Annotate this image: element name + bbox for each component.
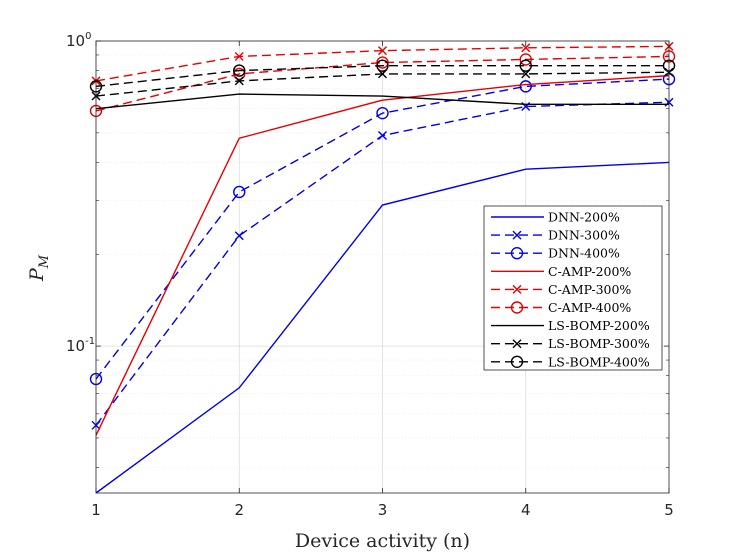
legend-item-C-AMP-400%: C-AMP-400%	[491, 300, 631, 315]
series-line-DNN-200%	[95, 161, 670, 494]
series-line-C-AMP-200%	[95, 74, 670, 436]
series-point-C-AMP-400%-3	[376, 56, 389, 69]
legend-label-LS-BOMP-400%: LS-BOMP-400%	[548, 354, 650, 369]
legend-label-C-AMP-400%: C-AMP-400%	[548, 300, 631, 315]
series-line-DNN-400%	[95, 78, 670, 380]
series-LS-BOMP-400%	[89, 59, 676, 93]
y-axis-title-base: P	[26, 267, 48, 282]
series-point-C-AMP-300%-4-stroke-b	[521, 43, 531, 53]
series-line-LS-BOMP-400%	[95, 64, 669, 88]
series-point-C-AMP-300%-3	[378, 46, 387, 56]
series-point-C-AMP-300%-4	[521, 43, 531, 53]
legend-marker-DNN-400%	[510, 246, 524, 260]
y-tick-label-0: 10-1	[66, 336, 95, 355]
legend-label-LS-BOMP-200%: LS-BOMP-200%	[548, 318, 650, 333]
series-line-C-AMP-400%	[95, 55, 670, 112]
series-point-LS-BOMP-400%-3	[376, 59, 389, 72]
series-point-DNN-300%-3-stroke-b	[378, 131, 387, 141]
legend-item-LS-BOMP-400%: LS-BOMP-400%	[491, 354, 650, 369]
x-axis-title: Device activity (n)	[295, 530, 470, 552]
series-point-C-AMP-300%-2	[234, 51, 244, 61]
series-point-DNN-400%-2	[233, 185, 246, 199]
legend-marker-C-AMP-300%-stroke-b	[512, 284, 522, 294]
y-tick-label-base: 10	[66, 337, 85, 355]
series-point-C-AMP-300%-2-stroke-b	[234, 51, 244, 61]
x-tick-label-4: 5	[664, 501, 674, 519]
axis-ticks	[95, 40, 670, 493]
legend-marker-DNN-300%	[512, 230, 522, 240]
legend-item-DNN-200%: DNN-200%	[491, 210, 620, 225]
series-point-DNN-300%-2-stroke-b	[234, 231, 244, 241]
legend-marker-LS-BOMP-300%	[512, 339, 522, 349]
series-point-DNN-400%-4	[519, 80, 532, 93]
series-point-DNN-300%-2	[234, 231, 244, 241]
y-tick-label-base: 10	[66, 32, 85, 50]
y-tick-label-exponent: -1	[85, 336, 95, 347]
legend-item-LS-BOMP-200%: LS-BOMP-200%	[491, 318, 650, 333]
series-LS-BOMP-200%	[95, 93, 669, 110]
legend-label-DNN-400%: DNN-400%	[548, 246, 620, 261]
series-point-LS-BOMP-400%-4	[519, 59, 532, 72]
x-tick-label-1: 2	[234, 501, 244, 519]
series-group	[89, 41, 676, 494]
y-tick-label-1: 100	[66, 31, 91, 50]
series-point-LS-BOMP-300%-2-stroke-b	[234, 76, 244, 86]
legend-label-DNN-300%: DNN-300%	[548, 228, 620, 243]
series-point-LS-BOMP-400%-2	[233, 64, 246, 77]
legend-marker-C-AMP-300%	[512, 284, 522, 294]
series-DNN-200%	[95, 161, 670, 494]
series-point-C-AMP-400%-4	[519, 53, 532, 66]
series-point-C-AMP-300%-3-stroke-b	[378, 46, 387, 56]
series-point-LS-BOMP-300%-2	[234, 76, 244, 86]
legend-marker-LS-BOMP-300%-stroke-b	[512, 339, 522, 349]
legend-box	[483, 205, 663, 371]
legend-item-C-AMP-300%: C-AMP-300%	[491, 282, 631, 297]
legend-label-LS-BOMP-300%: LS-BOMP-300%	[548, 336, 650, 351]
legend-marker-C-AMP-400%	[510, 301, 524, 314]
legend-label-DNN-200%: DNN-200%	[548, 210, 620, 225]
y-tick-label-exponent: 0	[85, 31, 91, 42]
y-axis-title-subscript: M	[37, 254, 52, 269]
legend-marker-DNN-300%-stroke-b	[512, 230, 522, 240]
legend-label-C-AMP-300%: C-AMP-300%	[548, 282, 631, 297]
legend-item-LS-BOMP-300%: LS-BOMP-300%	[491, 336, 650, 351]
legend-item-DNN-400%: DNN-400%	[491, 246, 620, 261]
legend: DNN-200% DNN-300% DNN-400% C-AMP-200% C-AMP-…	[483, 205, 663, 371]
series-point-C-AMP-400%-2	[233, 67, 246, 81]
legend-item-DNN-300%: DNN-300%	[491, 228, 620, 243]
legend-marker-LS-BOMP-400%	[510, 355, 524, 368]
x-tick-label-2: 3	[378, 501, 388, 519]
x-tick-label-3: 4	[521, 501, 531, 519]
series-point-DNN-400%-3	[376, 106, 389, 120]
series-point-DNN-300%-3	[378, 131, 387, 141]
series-line-LS-BOMP-200%	[95, 93, 669, 110]
series-C-AMP-200%	[95, 74, 670, 436]
legend-label-C-AMP-200%: C-AMP-200%	[548, 264, 631, 279]
legend-item-C-AMP-200%: C-AMP-200%	[491, 264, 631, 279]
y-axis-title: PM	[26, 254, 52, 282]
x-tick-label-0: 1	[91, 501, 101, 519]
